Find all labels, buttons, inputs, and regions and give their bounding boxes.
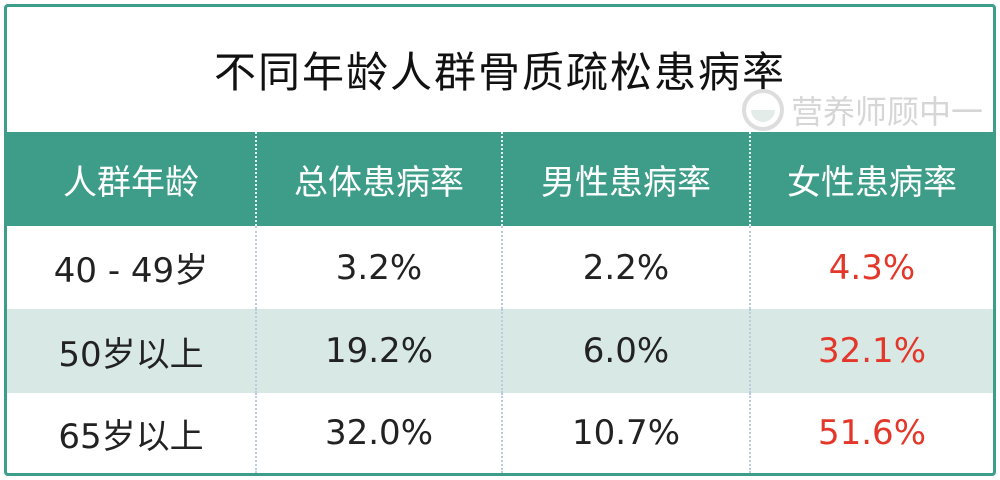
table-cell: 32.1% bbox=[749, 309, 993, 393]
column-header: 总体患病率 bbox=[255, 132, 501, 226]
column-header: 男性患病率 bbox=[501, 132, 749, 226]
table-cell: 4.3% bbox=[749, 226, 993, 309]
table-card: 不同年龄人群骨质疏松患病率 营养师顾中一 人群年龄 总体患病率 男性患病率 女性患病率… bbox=[4, 4, 996, 476]
column-header: 女性患病率 bbox=[749, 132, 993, 226]
table-cell: 10.7% bbox=[501, 393, 749, 473]
table-row: 50岁以上 19.2% 6.0% 32.1% bbox=[7, 309, 993, 393]
table-cell: 3.2% bbox=[255, 226, 501, 309]
table-cell: 51.6% bbox=[749, 393, 993, 473]
watermark-logo bbox=[741, 89, 784, 131]
header-row: 人群年龄 总体患病率 男性患病率 女性患病率 bbox=[7, 132, 993, 226]
table-cell: 19.2% bbox=[255, 309, 501, 393]
column-header: 人群年龄 bbox=[63, 162, 199, 203]
table-row: 65岁以上 32.0% 10.7% 51.6% bbox=[7, 393, 993, 473]
table-cell: 32.0% bbox=[255, 393, 501, 473]
table-row: 40 - 49岁 3.2% 2.2% 4.3% bbox=[7, 226, 993, 309]
title: 不同年龄人群骨质疏松患病率 bbox=[213, 48, 786, 97]
table-cell: 40 - 49岁 bbox=[53, 251, 209, 291]
watermark: 营养师顾中一 bbox=[741, 87, 983, 133]
watermark-text: 营养师顾中一 bbox=[790, 93, 983, 131]
table-cell: 50岁以上 bbox=[58, 334, 204, 375]
table-cell: 2.2% bbox=[501, 226, 749, 309]
table-cell: 6.0% bbox=[501, 309, 749, 393]
table-cell: 65岁以上 bbox=[58, 416, 204, 457]
